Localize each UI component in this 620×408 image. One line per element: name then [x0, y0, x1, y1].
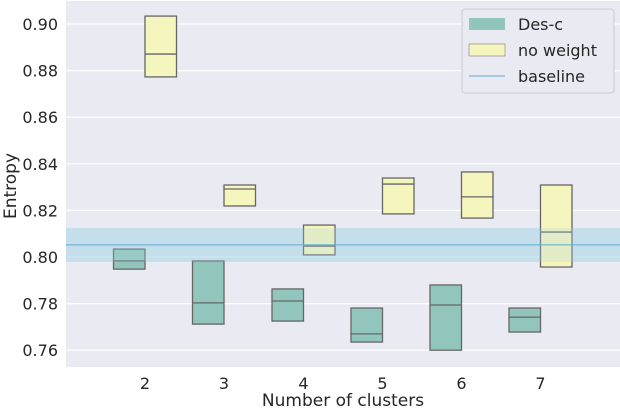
y-tick-label: 0.84 — [22, 155, 58, 174]
x-tick-label: 4 — [298, 374, 308, 393]
box-no-weight — [460, 171, 494, 219]
box-des-c — [271, 288, 305, 322]
y-tick-label: 0.86 — [22, 108, 58, 127]
y-tick-label: 0.90 — [22, 15, 58, 34]
y-tick-label: 0.88 — [22, 62, 58, 81]
legend-label-no-weight: no weight — [518, 41, 597, 60]
y-tick-label: 0.78 — [22, 295, 58, 314]
box-no-weight — [381, 177, 415, 215]
x-tick-label: 5 — [377, 374, 387, 393]
x-axis-label: Number of clusters — [262, 391, 424, 408]
legend-label-baseline: baseline — [518, 67, 585, 86]
y-tick-label: 0.82 — [22, 201, 58, 220]
legend-swatch-no-weight — [468, 43, 506, 57]
box-des-c — [429, 284, 463, 351]
box-des-c — [508, 307, 542, 333]
box-no-weight — [144, 15, 178, 78]
x-tick-label: 3 — [219, 374, 229, 393]
box-no-weight — [539, 184, 573, 268]
box-des-c — [112, 248, 146, 270]
x-tick-label: 7 — [535, 374, 545, 393]
y-tick-label: 0.80 — [22, 248, 58, 267]
box-des-c — [350, 307, 384, 343]
x-tick-label: 6 — [456, 374, 466, 393]
box-series — [66, 15, 620, 351]
y-tick-label: 0.76 — [22, 341, 58, 360]
legend-label-des-c: Des-c — [518, 15, 563, 34]
y-axis-ticks: 0.76 0.78 0.80 0.82 0.84 0.86 0.88 0.90 — [22, 15, 58, 360]
box-no-weight — [223, 184, 257, 207]
legend: Des-c no weight baseline — [461, 8, 615, 94]
x-tick-label: 2 — [140, 374, 150, 393]
box-des-c — [191, 260, 225, 325]
x-axis-ticks: 2 3 4 5 6 7 — [140, 374, 546, 393]
y-axis-label: Entropy — [1, 153, 21, 219]
legend-swatch-des-c — [469, 18, 505, 30]
box-no-weight — [302, 224, 336, 256]
